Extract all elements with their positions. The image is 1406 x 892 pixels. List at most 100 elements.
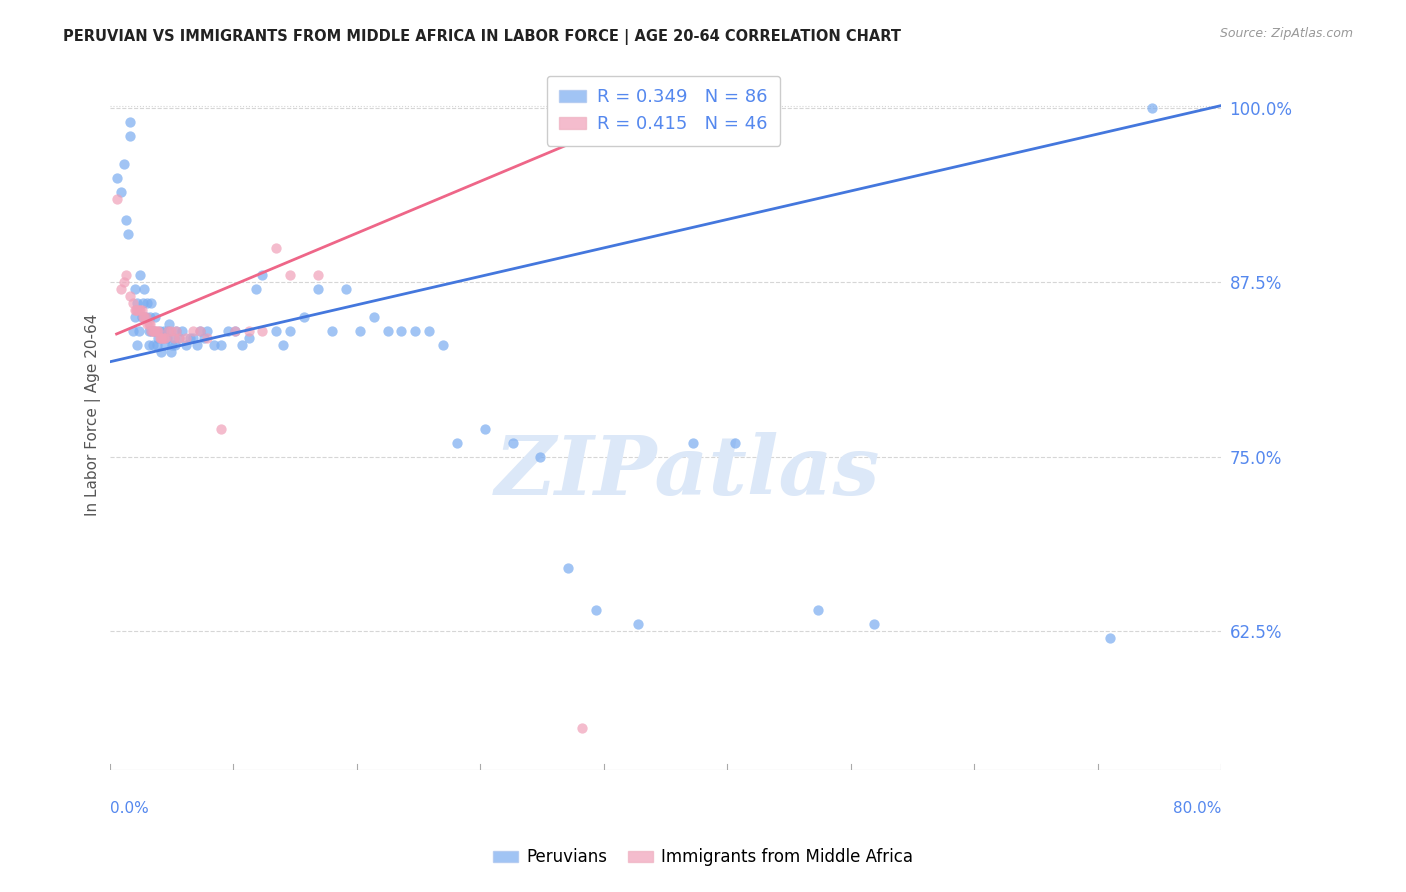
Point: [150, 345, 173, 359]
Point: [252, 268, 274, 283]
Point: [245, 282, 267, 296]
Point: [391, 324, 413, 338]
Point: [134, 310, 156, 325]
Point: [150, 331, 173, 345]
Point: [132, 296, 155, 310]
Point: [165, 324, 187, 338]
Point: [129, 303, 152, 318]
Point: [321, 324, 343, 338]
Point: [335, 282, 357, 296]
Point: [252, 324, 274, 338]
Point: [156, 324, 179, 338]
Point: [138, 324, 160, 338]
Point: [292, 310, 315, 325]
Point: [120, 129, 142, 144]
Point: [160, 338, 183, 352]
Point: [682, 435, 704, 450]
Point: [1140, 101, 1163, 115]
Point: [278, 324, 301, 338]
Point: [155, 338, 177, 352]
Point: [143, 324, 166, 338]
Point: [278, 268, 301, 283]
Point: [266, 241, 288, 255]
Y-axis label: In Labor Force | Age 20-64: In Labor Force | Age 20-64: [86, 314, 101, 516]
Point: [807, 603, 830, 617]
Point: [170, 324, 193, 338]
Point: [474, 422, 496, 436]
Point: [141, 296, 163, 310]
Point: [127, 296, 149, 310]
Point: [179, 331, 201, 345]
Point: [148, 331, 170, 345]
Point: [266, 324, 288, 338]
Point: [138, 338, 160, 352]
Text: 80.0%: 80.0%: [1173, 801, 1222, 815]
Point: [202, 338, 225, 352]
Point: [195, 324, 218, 338]
Point: [132, 310, 155, 325]
Point: [273, 338, 295, 352]
Point: [157, 317, 180, 331]
Point: [153, 331, 176, 345]
Point: [122, 324, 145, 338]
Point: [128, 303, 150, 318]
Point: [162, 331, 184, 345]
Point: [124, 282, 146, 296]
Point: [363, 310, 385, 325]
Point: [217, 324, 239, 338]
Point: [120, 115, 142, 129]
Point: [127, 338, 149, 352]
Point: [112, 276, 135, 290]
Text: 0.0%: 0.0%: [110, 801, 149, 815]
Point: [557, 561, 579, 575]
Point: [159, 324, 181, 338]
Point: [146, 324, 169, 338]
Point: [149, 324, 172, 338]
Point: [134, 282, 156, 296]
Point: [120, 289, 142, 303]
Point: [377, 324, 399, 338]
Point: [148, 324, 170, 338]
Point: [571, 721, 593, 735]
Point: [143, 324, 166, 338]
Point: [141, 324, 163, 338]
Text: PERUVIAN VS IMMIGRANTS FROM MIDDLE AFRICA IN LABOR FORCE | AGE 20-64 CORRELATION: PERUVIAN VS IMMIGRANTS FROM MIDDLE AFRIC…: [63, 29, 901, 45]
Point: [231, 338, 253, 352]
Point: [307, 282, 329, 296]
Point: [125, 303, 148, 318]
Point: [181, 331, 204, 345]
Point: [124, 303, 146, 318]
Point: [627, 616, 650, 631]
Point: [139, 310, 162, 325]
Point: [181, 324, 204, 338]
Point: [165, 324, 187, 338]
Point: [529, 450, 551, 464]
Point: [159, 345, 181, 359]
Point: [146, 338, 169, 352]
Point: [446, 435, 468, 450]
Point: [145, 324, 167, 338]
Point: [115, 212, 138, 227]
Legend: R = 0.349   N = 86, R = 0.415   N = 46: R = 0.349 N = 86, R = 0.415 N = 46: [547, 76, 780, 146]
Point: [724, 435, 747, 450]
Point: [135, 310, 157, 325]
Point: [127, 303, 149, 318]
Legend: Peruvians, Immigrants from Middle Africa: Peruvians, Immigrants from Middle Africa: [486, 842, 920, 873]
Point: [110, 185, 132, 199]
Point: [188, 324, 211, 338]
Point: [224, 324, 246, 338]
Point: [224, 324, 246, 338]
Point: [129, 268, 152, 283]
Point: [110, 282, 132, 296]
Point: [138, 317, 160, 331]
Point: [145, 310, 167, 325]
Point: [195, 331, 218, 345]
Point: [209, 338, 232, 352]
Point: [117, 227, 139, 241]
Point: [124, 310, 146, 325]
Point: [167, 331, 190, 345]
Point: [349, 324, 371, 338]
Point: [141, 324, 163, 338]
Point: [1099, 631, 1122, 645]
Point: [209, 422, 232, 436]
